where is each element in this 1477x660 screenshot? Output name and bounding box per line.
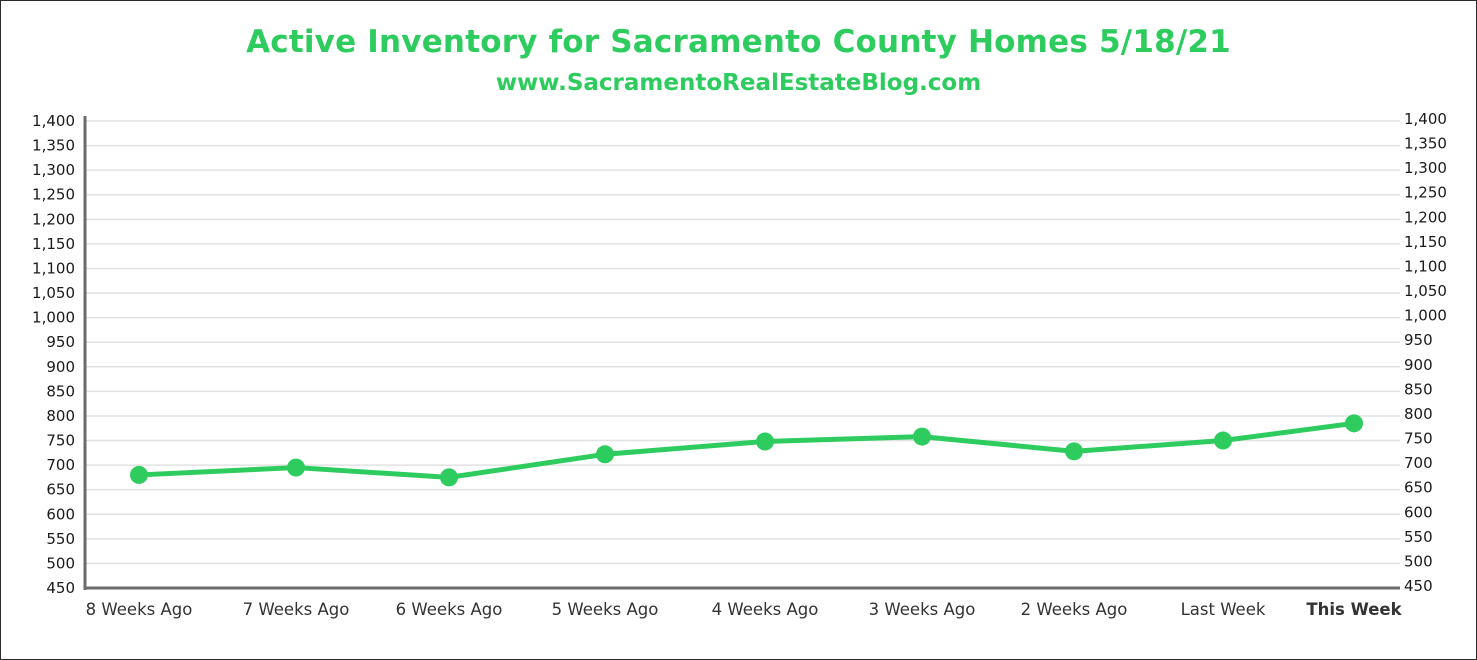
- y-tick-label-right: 950: [1404, 331, 1433, 349]
- y-tick-label-left: 1,350: [32, 137, 75, 155]
- y-tick-label-right: 800: [1404, 405, 1433, 423]
- y-tick-label-left: 900: [46, 358, 75, 376]
- data-point: [1345, 414, 1363, 433]
- y-axis-right-ticks: 450 500 550 600 650 700 750 800 850 900 950 1,000 1,…: [1404, 110, 1447, 595]
- y-tick-label-right: 750: [1404, 430, 1433, 448]
- y-tick-label-right: 1,000: [1404, 307, 1447, 325]
- data-point: [440, 468, 458, 487]
- data-point: [756, 432, 774, 451]
- gridlines: [85, 120, 1400, 565]
- data-point: [596, 445, 614, 464]
- x-tick-label: 6 Weeks Ago: [396, 600, 503, 619]
- y-tick-label-left: 1,000: [32, 309, 75, 327]
- axes: [83, 116, 1400, 590]
- y-tick-label-left: 600: [46, 505, 75, 523]
- y-tick-label-right: 1,200: [1404, 208, 1447, 226]
- y-tick-label-right: 1,250: [1404, 184, 1447, 202]
- y-tick-label-left: 1,050: [32, 284, 75, 302]
- chart-subtitle: www.SacramentoRealEstateBlog.com: [495, 70, 982, 96]
- y-tick-label-left: 950: [46, 333, 75, 351]
- y-tick-label-left: 700: [46, 456, 75, 474]
- y-tick-label-right: 650: [1404, 479, 1433, 497]
- y-tick-label-left: 1,250: [32, 186, 75, 204]
- y-tick-label-right: 850: [1404, 380, 1433, 398]
- y-tick-label-right: 500: [1404, 552, 1433, 570]
- y-tick-label-right: 550: [1404, 528, 1433, 546]
- y-tick-label-left: 800: [46, 407, 75, 425]
- y-tick-label-right: 600: [1404, 503, 1433, 521]
- x-tick-label: 4 Weeks Ago: [712, 600, 819, 619]
- x-tick-label: This Week: [1306, 600, 1402, 619]
- y-tick-label-left: 750: [46, 432, 75, 450]
- y-tick-label-left: 850: [46, 382, 75, 400]
- y-tick-label-right: 1,300: [1404, 159, 1447, 177]
- x-tick-label: 8 Weeks Ago: [86, 600, 193, 619]
- y-tick-label-right: 1,150: [1404, 233, 1447, 251]
- series-active-inventory: [130, 414, 1363, 487]
- y-tick-label-left: 1,100: [32, 259, 75, 277]
- y-tick-label-right: 450: [1404, 577, 1433, 595]
- data-point: [1065, 442, 1083, 461]
- y-tick-label-right: 1,050: [1404, 282, 1447, 300]
- y-tick-label-left: 1,300: [32, 161, 75, 179]
- x-axis-ticks: 8 Weeks Ago 7 Weeks Ago 6 Weeks Ago 5 Weeks…: [86, 600, 1403, 619]
- y-tick-label-right: 900: [1404, 356, 1433, 374]
- chart-title: Active Inventory for Sacramento County H…: [246, 24, 1231, 60]
- y-tick-label-left: 450: [46, 579, 75, 597]
- y-tick-label-left: 500: [46, 554, 75, 572]
- y-tick-label-right: 1,350: [1404, 135, 1447, 153]
- y-tick-label-right: 1,400: [1404, 110, 1447, 128]
- series-line: [136, 420, 1357, 480]
- data-point: [287, 458, 305, 477]
- y-tick-label-right: 1,100: [1404, 257, 1447, 275]
- x-tick-label: 3 Weeks Ago: [869, 600, 976, 619]
- x-tick-label: Last Week: [1181, 600, 1266, 619]
- y-tick-label-left: 1,200: [32, 210, 75, 228]
- x-tick-label: 7 Weeks Ago: [243, 600, 350, 619]
- y-tick-label-left: 550: [46, 530, 75, 548]
- y-tick-label-left: 1,150: [32, 235, 75, 253]
- data-point: [1214, 431, 1232, 450]
- y-tick-label-right: 700: [1404, 454, 1433, 472]
- x-tick-label: 5 Weeks Ago: [552, 600, 659, 619]
- y-tick-label-left: 1,400: [32, 112, 75, 130]
- x-tick-label: 2 Weeks Ago: [1021, 600, 1128, 619]
- y-axis-left-ticks: 450 500 550 600 650 700 750 800 850 900 950 1,000 1,…: [32, 112, 75, 597]
- data-point: [913, 427, 931, 446]
- y-tick-label-left: 650: [46, 481, 75, 499]
- data-point: [130, 465, 148, 484]
